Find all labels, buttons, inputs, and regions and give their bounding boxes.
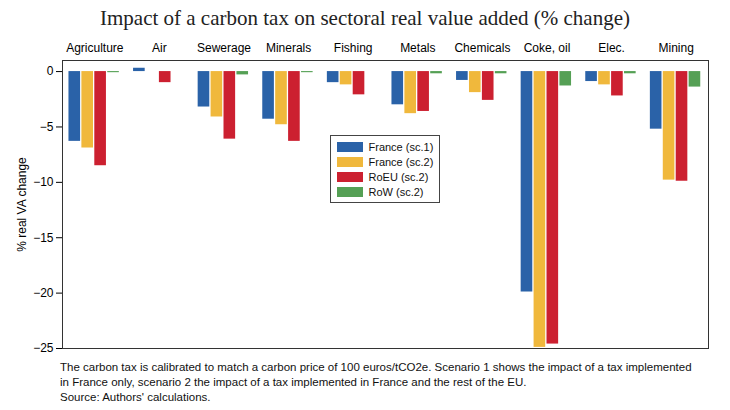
html-text:RoW (sc.2): RoW (sc.2) [368, 185, 424, 198]
svg-text:−25: −25 [33, 341, 54, 355]
svg-text:Air: Air [152, 41, 167, 55]
svg-text:Elec.: Elec. [598, 41, 625, 55]
html-text:France (sc.2): France (sc.2) [368, 155, 434, 168]
html-text:Impact of a carbon tax on sect: Impact of a carbon tax on sectoral real … [100, 6, 630, 30]
svg-text:−10: −10 [33, 175, 54, 189]
svg-text:Coke, oil: Coke, oil [524, 41, 571, 55]
html-text:The carbon tax is calibrated t: The carbon tax is calibrated to match a … [60, 361, 692, 388]
svg-text:Fishing: Fishing [334, 41, 373, 55]
svg-text:Chemicals: Chemicals [454, 41, 510, 55]
svg-text:0: 0 [47, 64, 54, 78]
svg-text:% real VA change: % real VA change [15, 157, 29, 252]
svg-text:−5: −5 [40, 120, 54, 134]
svg-text:Mining: Mining [659, 41, 694, 55]
html-text:France (sc.1): France (sc.1) [368, 140, 434, 153]
svg-text:Minerals: Minerals [266, 41, 311, 55]
svg-text:−15: −15 [33, 231, 54, 245]
svg-text:Metals: Metals [400, 41, 435, 55]
svg-text:Sewerage: Sewerage [197, 41, 251, 55]
svg-text:−20: −20 [33, 286, 54, 300]
svg-text:Agriculture: Agriculture [66, 41, 124, 55]
html-text:RoEU (sc.2): RoEU (sc.2) [368, 170, 429, 183]
html-text:Source: Authors' calculations.: Source: Authors' calculations. [60, 390, 211, 403]
